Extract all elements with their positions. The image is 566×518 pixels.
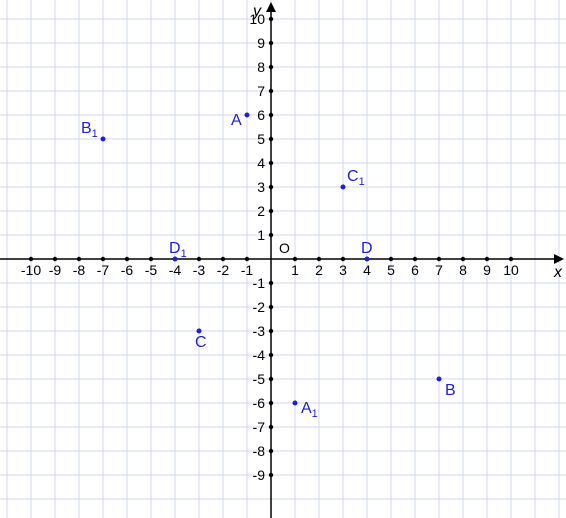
point-label-A: A <box>231 112 242 129</box>
y-tick-dot <box>269 185 273 189</box>
y-tick-dot <box>269 233 273 237</box>
x-tick-label: 3 <box>339 262 347 278</box>
y-tick-label: -7 <box>253 419 266 435</box>
x-tick-dot <box>77 257 81 261</box>
y-tick-dot <box>269 425 273 429</box>
y-tick-dot <box>269 41 273 45</box>
y-tick-label: 6 <box>257 107 265 123</box>
x-tick-dot <box>389 257 393 261</box>
y-axis-arrow <box>266 2 276 12</box>
x-tick-dot <box>245 257 249 261</box>
x-tick-dot <box>149 257 153 261</box>
x-tick-label: -1 <box>241 262 254 278</box>
x-tick-label: 8 <box>459 262 467 278</box>
point-B <box>437 377 442 382</box>
y-tick-label: 4 <box>257 155 265 171</box>
x-tick-label: 2 <box>315 262 323 278</box>
y-tick-dot <box>269 305 273 309</box>
x-tick-dot <box>221 257 225 261</box>
point-label-C: C <box>195 334 207 351</box>
y-tick-dot <box>269 209 273 213</box>
y-tick-dot <box>269 377 273 381</box>
point-D1 <box>173 257 178 262</box>
y-tick-label: 1 <box>257 227 265 243</box>
y-tick-dot <box>269 65 273 69</box>
y-tick-label: -1 <box>253 275 266 291</box>
point-C1 <box>341 185 346 190</box>
x-tick-dot <box>509 257 513 261</box>
y-tick-label: -6 <box>253 395 266 411</box>
x-tick-dot <box>53 257 57 261</box>
point-label-B: B <box>445 382 456 399</box>
y-tick-label: 9 <box>257 35 265 51</box>
point-A1 <box>293 401 298 406</box>
x-tick-label: -7 <box>97 262 110 278</box>
y-tick-label: -8 <box>253 443 266 459</box>
y-tick-label: 7 <box>257 83 265 99</box>
point-label-B1: B1 <box>81 120 98 140</box>
y-tick-dot <box>269 161 273 165</box>
x-tick-dot <box>485 257 489 261</box>
x-tick-dot <box>101 257 105 261</box>
x-tick-label: -9 <box>49 262 62 278</box>
x-tick-label: -6 <box>121 262 134 278</box>
x-tick-label: 5 <box>387 262 395 278</box>
y-tick-label: -2 <box>253 299 266 315</box>
x-axis-label: x <box>553 264 563 281</box>
y-axis-label: y <box>252 3 262 20</box>
y-tick-dot <box>269 473 273 477</box>
y-tick-dot <box>269 401 273 405</box>
y-tick-label: -4 <box>253 347 266 363</box>
x-tick-label: -5 <box>145 262 158 278</box>
y-tick-dot <box>269 449 273 453</box>
x-tick-dot <box>293 257 297 261</box>
x-tick-label: 7 <box>435 262 443 278</box>
y-tick-label: -9 <box>253 467 266 483</box>
y-tick-dot <box>269 89 273 93</box>
x-tick-label: -2 <box>217 262 230 278</box>
point-label-D: D <box>361 240 373 257</box>
y-tick-label: -3 <box>253 323 266 339</box>
x-tick-label: 9 <box>483 262 491 278</box>
y-tick-dot <box>269 137 273 141</box>
y-tick-label: 3 <box>257 179 265 195</box>
y-tick-dot <box>269 17 273 21</box>
y-tick-label: -5 <box>253 371 266 387</box>
x-tick-dot <box>317 257 321 261</box>
x-tick-dot <box>461 257 465 261</box>
y-tick-dot <box>269 353 273 357</box>
x-tick-label: 4 <box>363 262 371 278</box>
x-tick-dot <box>125 257 129 261</box>
x-tick-label: 1 <box>291 262 299 278</box>
x-tick-label: -10 <box>21 262 41 278</box>
coordinate-chart: -10-9-8-7-6-5-4-3-2-112345678910-9-8-7-6… <box>0 0 566 518</box>
y-tick-label: 2 <box>257 203 265 219</box>
point-label-D1: D1 <box>169 240 187 260</box>
point-D <box>365 257 370 262</box>
point-label-C1: C1 <box>347 168 365 188</box>
chart-svg: -10-9-8-7-6-5-4-3-2-112345678910-9-8-7-6… <box>0 0 566 518</box>
x-tick-label: -3 <box>193 262 206 278</box>
x-tick-label: 6 <box>411 262 419 278</box>
point-A <box>245 113 250 118</box>
y-tick-label: 5 <box>257 131 265 147</box>
x-tick-dot <box>341 257 345 261</box>
y-tick-label: 8 <box>257 59 265 75</box>
point-B1 <box>101 137 106 142</box>
y-tick-dot <box>269 281 273 285</box>
x-tick-dot <box>197 257 201 261</box>
x-tick-label: -8 <box>73 262 86 278</box>
x-tick-label: 10 <box>503 262 519 278</box>
point-C <box>197 329 202 334</box>
x-tick-dot <box>413 257 417 261</box>
y-tick-dot <box>269 329 273 333</box>
x-tick-dot <box>29 257 33 261</box>
x-tick-label: -4 <box>169 262 182 278</box>
origin-label: O <box>279 240 290 256</box>
y-tick-dot <box>269 113 273 117</box>
x-tick-dot <box>437 257 441 261</box>
